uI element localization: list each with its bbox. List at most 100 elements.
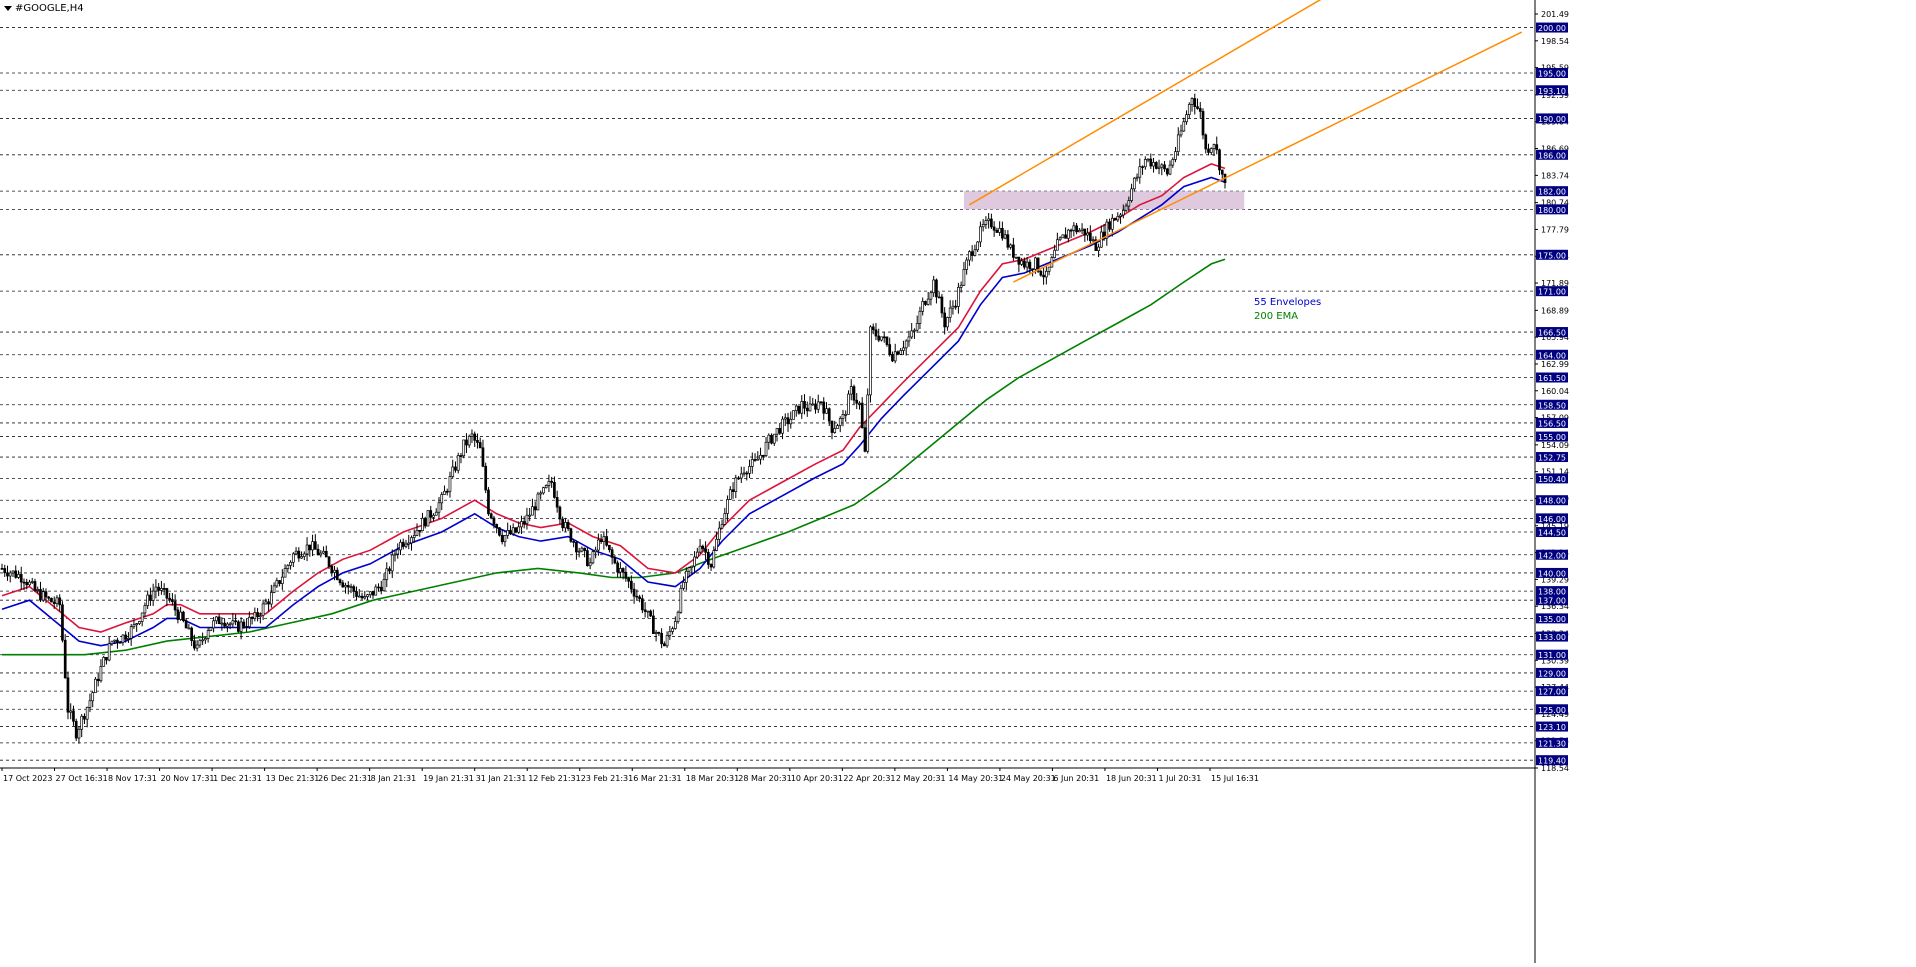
candle[interactable] xyxy=(176,606,180,624)
candle[interactable] xyxy=(36,586,40,594)
candle[interactable] xyxy=(544,484,548,489)
candle[interactable] xyxy=(803,394,806,415)
candle[interactable] xyxy=(484,462,488,494)
candle[interactable] xyxy=(492,515,496,529)
candle[interactable] xyxy=(1160,163,1164,176)
candle[interactable] xyxy=(154,579,158,599)
candle[interactable] xyxy=(506,522,510,539)
candle[interactable] xyxy=(366,593,369,601)
candle[interactable] xyxy=(827,407,831,427)
candle[interactable] xyxy=(338,578,342,586)
candle[interactable] xyxy=(102,655,106,667)
candle[interactable] xyxy=(979,221,982,248)
candle[interactable] xyxy=(564,517,567,532)
candle[interactable] xyxy=(522,516,526,529)
candle[interactable] xyxy=(275,577,279,588)
candle[interactable] xyxy=(198,638,202,648)
candle[interactable] xyxy=(734,474,738,499)
candle[interactable] xyxy=(401,538,405,550)
candle[interactable] xyxy=(742,466,746,477)
candle[interactable] xyxy=(517,521,521,534)
candle[interactable] xyxy=(591,550,595,565)
candle[interactable] xyxy=(739,466,743,483)
candle[interactable] xyxy=(575,540,578,560)
candle[interactable] xyxy=(242,619,246,630)
candle[interactable] xyxy=(599,534,603,544)
candle[interactable] xyxy=(536,491,540,511)
candle[interactable] xyxy=(19,566,23,591)
envelope-upper-line[interactable] xyxy=(1,163,1226,633)
candle[interactable] xyxy=(654,630,658,642)
candle[interactable] xyxy=(690,565,694,575)
candle[interactable] xyxy=(341,580,345,588)
candle[interactable] xyxy=(891,351,894,363)
candle[interactable] xyxy=(404,539,408,549)
candle[interactable] xyxy=(712,546,716,569)
candle[interactable] xyxy=(1066,228,1070,243)
candle[interactable] xyxy=(910,322,914,340)
candle[interactable] xyxy=(228,622,232,630)
candle[interactable] xyxy=(1025,257,1029,273)
candle[interactable] xyxy=(706,548,710,569)
candle[interactable] xyxy=(291,552,295,568)
candle[interactable] xyxy=(646,610,650,619)
candle[interactable] xyxy=(715,531,718,552)
candle[interactable] xyxy=(190,626,193,647)
candle[interactable] xyxy=(377,583,380,592)
candle[interactable] xyxy=(124,631,128,643)
candle[interactable] xyxy=(786,412,790,432)
candle[interactable] xyxy=(704,541,707,561)
candle[interactable] xyxy=(168,592,171,603)
candle[interactable] xyxy=(1053,244,1056,259)
candle[interactable] xyxy=(962,261,966,286)
candle[interactable] xyxy=(608,544,611,553)
candle[interactable] xyxy=(877,328,881,343)
candle[interactable] xyxy=(330,564,334,577)
candle[interactable] xyxy=(616,560,619,578)
candle[interactable] xyxy=(99,659,103,683)
candle[interactable] xyxy=(1012,237,1015,261)
candle[interactable] xyxy=(220,617,224,631)
candle[interactable] xyxy=(355,586,358,601)
candle[interactable] xyxy=(1086,227,1089,241)
candle[interactable] xyxy=(429,505,433,523)
candle[interactable] xyxy=(1050,255,1054,268)
candle[interactable] xyxy=(968,250,971,266)
candle[interactable] xyxy=(44,588,48,604)
candle[interactable] xyxy=(984,216,988,229)
candle[interactable] xyxy=(344,582,347,594)
candle[interactable] xyxy=(561,516,565,532)
candle[interactable] xyxy=(278,580,281,587)
candle[interactable] xyxy=(844,410,848,422)
candle[interactable] xyxy=(792,410,795,420)
candle[interactable] xyxy=(808,396,812,412)
candle[interactable] xyxy=(822,397,826,420)
candle[interactable] xyxy=(635,589,639,601)
candle[interactable] xyxy=(698,539,702,554)
candle[interactable] xyxy=(1146,158,1150,163)
candle[interactable] xyxy=(267,598,270,612)
candle[interactable] xyxy=(223,618,226,629)
candle[interactable] xyxy=(1220,169,1224,179)
channel-upper-line[interactable] xyxy=(969,0,1335,206)
candle[interactable] xyxy=(215,616,218,625)
candle[interactable] xyxy=(426,510,430,527)
candle[interactable] xyxy=(1152,157,1155,173)
candle[interactable] xyxy=(1094,236,1098,251)
candle[interactable] xyxy=(756,451,760,461)
candle[interactable] xyxy=(393,550,397,562)
candle[interactable] xyxy=(814,399,817,414)
candle[interactable] xyxy=(775,428,779,442)
candle[interactable] xyxy=(165,587,169,607)
candle[interactable] xyxy=(679,584,683,614)
candle[interactable] xyxy=(915,315,919,333)
candle[interactable] xyxy=(1083,228,1087,242)
candle[interactable] xyxy=(470,429,474,443)
candle[interactable] xyxy=(487,487,490,516)
candle[interactable] xyxy=(542,486,545,495)
candle[interactable] xyxy=(951,300,955,315)
candle[interactable] xyxy=(105,657,108,665)
candle[interactable] xyxy=(324,545,328,558)
candle[interactable] xyxy=(138,620,141,626)
candle[interactable] xyxy=(643,602,647,618)
